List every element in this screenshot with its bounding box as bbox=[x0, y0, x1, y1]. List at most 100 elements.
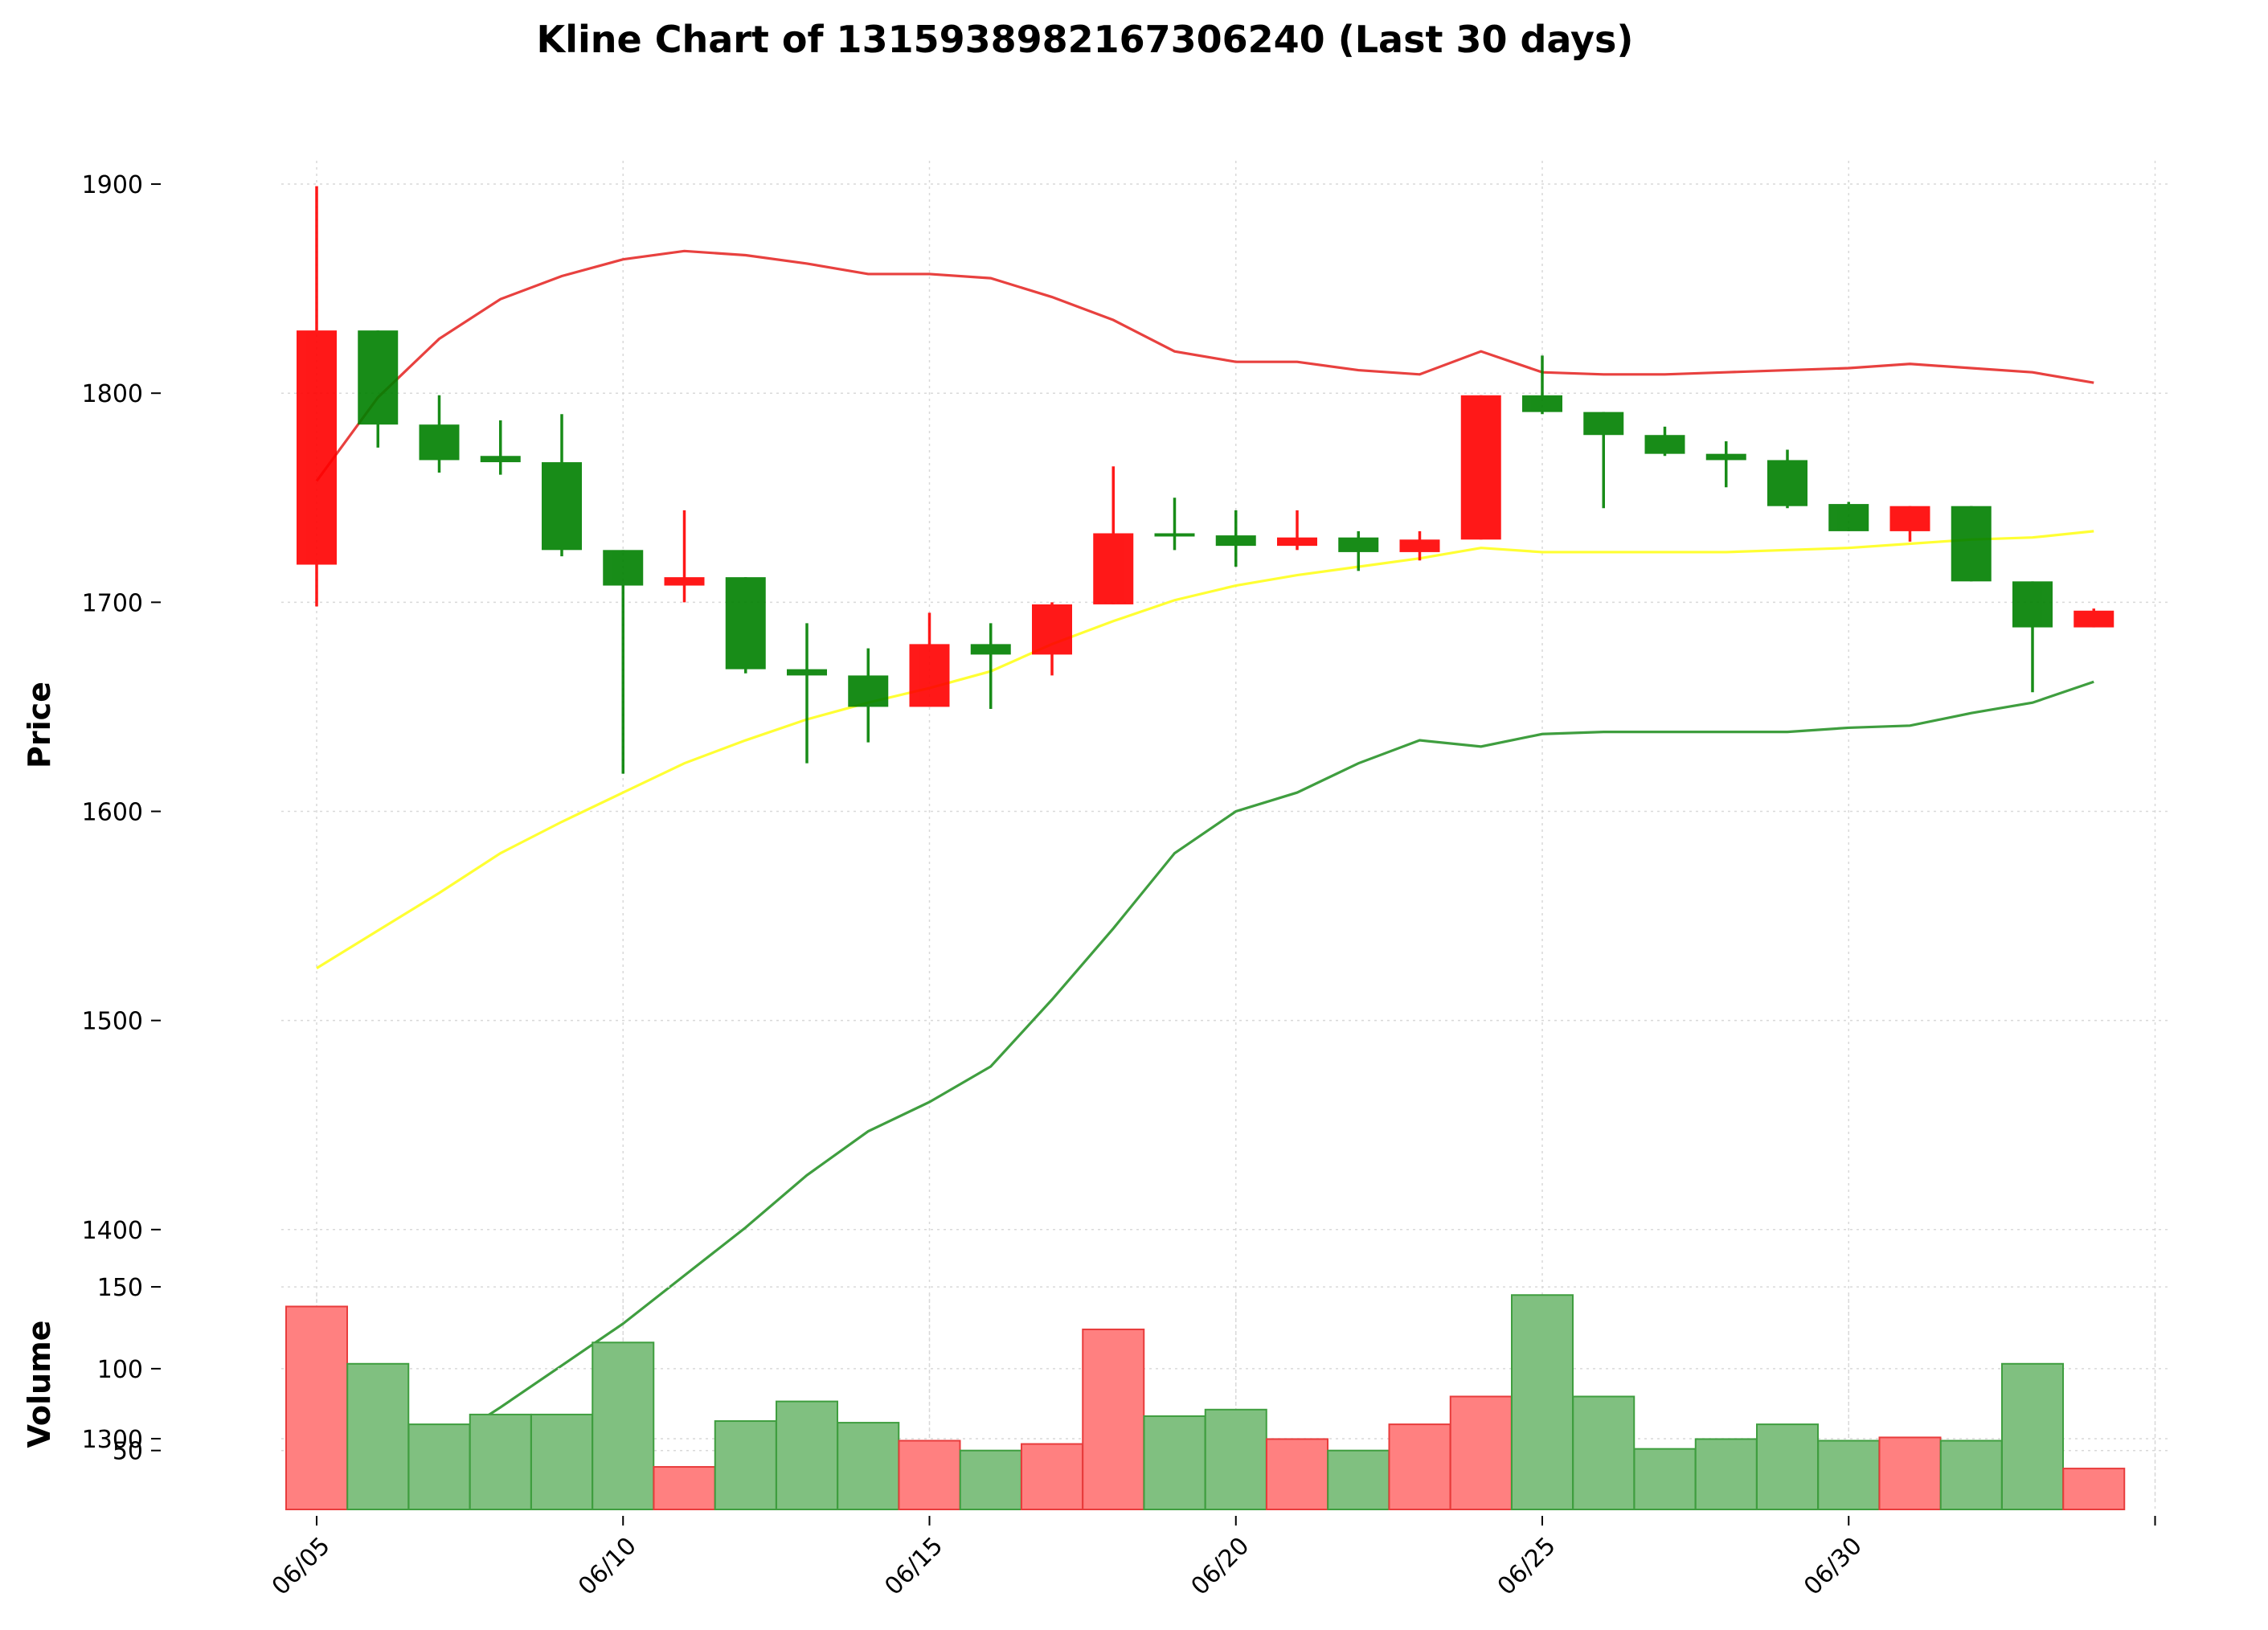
x-tick-label: 06/20 bbox=[1186, 1532, 1255, 1601]
candle-body bbox=[1828, 504, 1869, 531]
candle-body bbox=[725, 577, 766, 670]
candle bbox=[2074, 608, 2114, 628]
band-lower-line bbox=[316, 680, 2094, 1465]
candle-body bbox=[1093, 533, 1134, 604]
candle bbox=[2012, 581, 2053, 693]
candle-body bbox=[603, 550, 644, 586]
candle-body bbox=[1460, 395, 1501, 540]
volume-bar bbox=[1756, 1423, 1819, 1511]
volume-bar bbox=[530, 1413, 593, 1511]
candle-body bbox=[1399, 539, 1440, 552]
price-tick-label: 1500 bbox=[82, 1008, 143, 1036]
candle bbox=[603, 550, 644, 774]
candle bbox=[542, 414, 582, 557]
volume-bar bbox=[1204, 1408, 1267, 1510]
candle bbox=[297, 186, 337, 607]
candle bbox=[970, 623, 1011, 710]
candle bbox=[1277, 510, 1317, 551]
volume-tick-label: 150 bbox=[97, 1274, 143, 1302]
volume-bar bbox=[592, 1341, 655, 1510]
price-panel: 1300 1400 1500 1600 1700 1800 1900 Price bbox=[22, 161, 2170, 1501]
price-tick-label: 1900 bbox=[82, 171, 143, 199]
candle-body bbox=[848, 675, 889, 707]
volume-tick-label: 50 bbox=[113, 1438, 143, 1466]
candle-body bbox=[419, 424, 460, 461]
candle-body bbox=[970, 644, 1011, 655]
candle-body bbox=[1277, 537, 1317, 547]
candle-body bbox=[664, 577, 705, 586]
volume-bar bbox=[714, 1420, 777, 1510]
volume-bar bbox=[898, 1440, 961, 1511]
volume-bar bbox=[837, 1422, 900, 1510]
volume-bar bbox=[776, 1400, 838, 1510]
candle bbox=[848, 648, 889, 743]
volume-bar bbox=[1021, 1443, 1083, 1511]
candle bbox=[1644, 426, 1685, 457]
volume-bar bbox=[2062, 1468, 2126, 1511]
price-tick-label: 1400 bbox=[82, 1217, 143, 1245]
volume-axis-label: Volume bbox=[22, 1321, 57, 1448]
price-tick-label: 1600 bbox=[82, 799, 143, 827]
volume-bar bbox=[1327, 1449, 1390, 1511]
x-tick-label: 06/30 bbox=[1799, 1532, 1868, 1601]
candle bbox=[1338, 530, 1379, 571]
bollinger-bands bbox=[315, 249, 2094, 1465]
candle-body bbox=[1705, 453, 1746, 461]
volume-bar bbox=[1817, 1440, 1881, 1511]
price-tick-label: 1300 bbox=[82, 1426, 143, 1454]
candle bbox=[1215, 510, 1256, 567]
candle-body bbox=[1583, 412, 1624, 436]
volume-bar bbox=[1939, 1440, 2003, 1511]
candle bbox=[419, 395, 460, 473]
candle bbox=[1889, 506, 1930, 542]
candle-body bbox=[909, 644, 950, 707]
candle bbox=[358, 330, 399, 448]
x-tick-label: 06/25 bbox=[1492, 1532, 1562, 1601]
volume-bar bbox=[1449, 1395, 1513, 1510]
candle-body bbox=[358, 330, 399, 425]
candle bbox=[1522, 355, 1562, 415]
candle bbox=[909, 612, 950, 707]
volume-tick-label: 100 bbox=[97, 1356, 143, 1384]
band-middle-line bbox=[316, 530, 2094, 969]
x-axis-ticks: 06/05 06/10 06/15 06/20 06/25 06/30 bbox=[267, 1516, 2156, 1601]
chart-title: Kline Chart of 1315938982167306240 (Last… bbox=[537, 18, 1634, 61]
price-axis-label: Price bbox=[22, 682, 57, 768]
candle bbox=[664, 510, 705, 603]
candle bbox=[1828, 502, 1869, 531]
candle bbox=[1705, 441, 1746, 488]
candle bbox=[787, 623, 827, 764]
candlesticks bbox=[297, 186, 2114, 774]
candle bbox=[1951, 506, 1992, 582]
candle-body bbox=[1767, 460, 1807, 506]
x-tick-label: 06/05 bbox=[267, 1532, 336, 1601]
candle-body bbox=[297, 330, 337, 565]
candle bbox=[480, 420, 521, 475]
candle bbox=[1154, 498, 1195, 551]
candle bbox=[1399, 530, 1440, 561]
volume-bar bbox=[1143, 1415, 1206, 1511]
volume-bar bbox=[346, 1362, 410, 1511]
volume-bar bbox=[469, 1413, 532, 1511]
candle-body bbox=[1032, 604, 1072, 655]
volume-y-ticks: 50 100 150 bbox=[97, 1274, 161, 1466]
candle-body bbox=[1644, 435, 1685, 454]
candle-body bbox=[1215, 535, 1256, 547]
volume-bar bbox=[2001, 1362, 2064, 1511]
band-upper-line bbox=[315, 249, 2094, 482]
candle bbox=[725, 577, 766, 674]
price-tick-label: 1700 bbox=[82, 589, 143, 617]
volume-bar bbox=[285, 1305, 348, 1510]
candle-body bbox=[1522, 395, 1562, 412]
candle bbox=[1583, 412, 1624, 509]
candle-body bbox=[542, 462, 582, 551]
volume-bars bbox=[285, 1294, 2126, 1511]
candle-body bbox=[480, 456, 521, 463]
price-y-ticks: 1300 1400 1500 1600 1700 1800 1900 bbox=[82, 171, 161, 1454]
candle bbox=[1460, 395, 1501, 540]
volume-bar bbox=[1511, 1294, 1574, 1511]
volume-bar bbox=[407, 1423, 471, 1511]
volume-bar bbox=[1266, 1438, 1328, 1510]
volume-bar bbox=[1082, 1329, 1145, 1511]
